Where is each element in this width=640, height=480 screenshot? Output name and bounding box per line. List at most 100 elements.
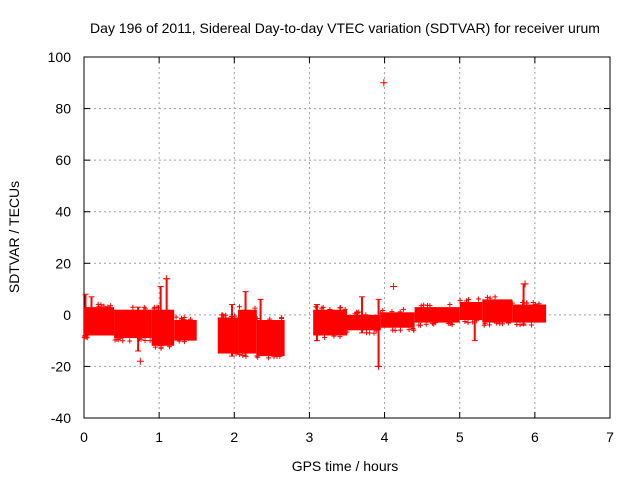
x-tick-label: 1 <box>155 429 163 445</box>
data-point <box>181 339 187 345</box>
data-point-outlier <box>136 357 144 365</box>
data-point-outlier <box>521 280 529 288</box>
data-point <box>152 344 158 350</box>
data-point <box>528 322 534 328</box>
data-point <box>464 298 470 304</box>
axis-ticks: 0 1 2 3 4 5 6 7 -40 -20 0 20 40 60 80 100 <box>48 49 614 445</box>
data-band <box>217 317 239 354</box>
data-point <box>430 320 436 326</box>
data-point <box>418 303 424 309</box>
data-point <box>406 327 412 333</box>
data-point <box>432 320 438 326</box>
x-tick-label: 4 <box>381 429 389 445</box>
data-band <box>512 304 547 323</box>
grid-lines <box>84 57 610 418</box>
data-point <box>233 351 239 357</box>
x-tick-label: 7 <box>606 429 614 445</box>
data-point <box>142 337 148 343</box>
data-point <box>514 321 520 327</box>
data-band <box>151 309 175 346</box>
data-point <box>158 345 164 351</box>
data-point <box>101 303 107 309</box>
data-point <box>481 322 487 328</box>
data-point <box>505 320 511 326</box>
x-tick-label: 6 <box>531 429 539 445</box>
data-band <box>482 299 513 323</box>
x-tick-label: 3 <box>306 429 314 445</box>
y-tick-label: -40 <box>51 410 71 426</box>
data-band <box>174 320 197 341</box>
data-point <box>274 353 280 359</box>
data-band <box>414 307 460 323</box>
data-point <box>416 322 422 328</box>
y-tick-label: 100 <box>48 49 72 65</box>
y-axis-label: SDTVAR / TECUs <box>6 181 22 293</box>
y-tick-label: 80 <box>55 101 71 117</box>
data-point <box>410 326 416 332</box>
data-point <box>390 327 396 333</box>
data-point <box>112 337 118 343</box>
data-point <box>331 333 337 339</box>
data-band <box>238 309 257 354</box>
data-point <box>425 302 431 308</box>
data-band <box>380 312 415 328</box>
x-tick-label: 0 <box>80 429 88 445</box>
data-point <box>237 352 243 358</box>
data-point <box>487 322 493 328</box>
data-point <box>320 304 326 310</box>
data-point <box>266 355 272 361</box>
y-tick-label: 40 <box>55 204 71 220</box>
data-point <box>267 316 273 322</box>
data-point <box>465 320 471 326</box>
data-point <box>220 312 226 318</box>
data-point <box>322 335 328 341</box>
data-point <box>167 344 173 350</box>
data-point <box>236 304 242 310</box>
data-point <box>254 315 260 321</box>
data-point <box>497 321 503 327</box>
data-point <box>401 306 407 312</box>
data-point-outlier <box>375 362 383 370</box>
data-point <box>151 304 157 310</box>
data-point <box>493 320 499 326</box>
data-point <box>130 304 136 310</box>
chart-title: Day 196 of 2011, Sidereal Day-to-day VTE… <box>90 20 600 36</box>
data-point <box>120 338 126 344</box>
data-point <box>240 352 246 358</box>
data-point <box>173 314 179 320</box>
data-point <box>187 316 193 322</box>
data-point <box>462 319 468 325</box>
data-point <box>457 297 463 303</box>
data-band <box>313 309 347 336</box>
data-point <box>423 321 429 327</box>
data-point <box>252 305 258 311</box>
data-point <box>138 336 144 342</box>
data-point <box>524 300 530 306</box>
data-band <box>347 314 381 331</box>
data-point <box>279 316 285 322</box>
data-point <box>475 296 481 302</box>
data-point <box>96 304 102 310</box>
y-tick-label: 60 <box>55 152 71 168</box>
y-tick-label: -20 <box>51 358 71 374</box>
data-point <box>484 294 490 300</box>
y-tick-label: 0 <box>63 307 71 323</box>
data-point <box>355 310 361 316</box>
data-point <box>363 312 369 318</box>
data-point <box>389 309 395 315</box>
data-point <box>344 329 350 335</box>
data-point <box>342 306 348 312</box>
data-series <box>81 79 547 370</box>
data-point <box>181 315 187 321</box>
data-point <box>371 330 377 336</box>
y-tick-label: 20 <box>55 255 71 271</box>
data-point <box>176 338 182 344</box>
data-point <box>447 301 453 307</box>
x-axis-label: GPS time / hours <box>292 458 399 474</box>
data-point <box>530 300 536 306</box>
data-band <box>114 309 152 339</box>
data-point <box>105 304 111 310</box>
data-point <box>179 315 185 321</box>
data-point-outlier <box>380 79 388 87</box>
data-point <box>127 338 133 344</box>
